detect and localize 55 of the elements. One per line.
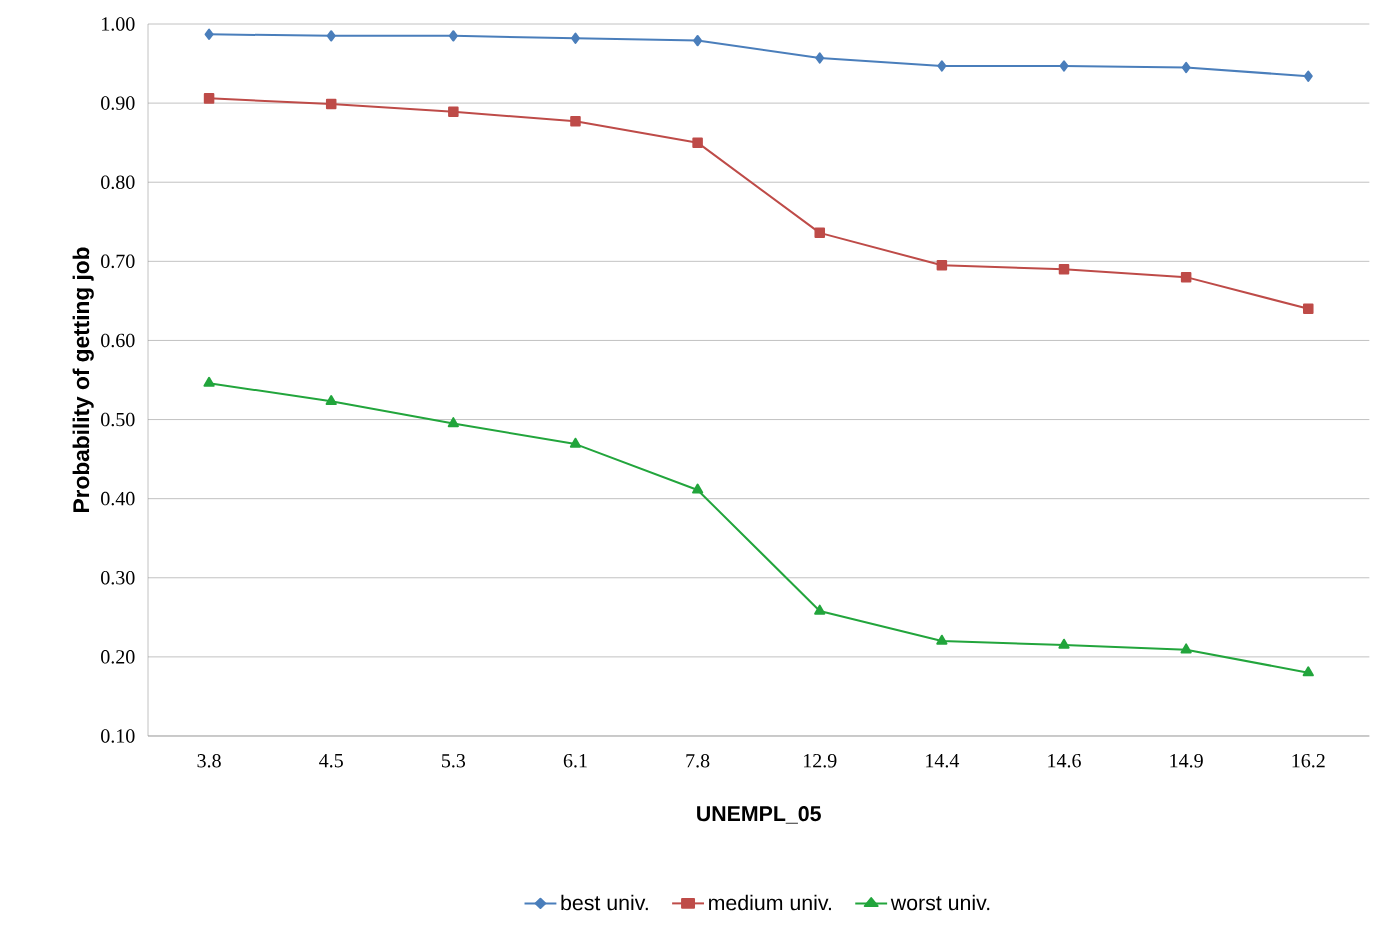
- y-tick-label: 0.70: [101, 254, 135, 269]
- point: [203, 93, 215, 104]
- point: [936, 260, 948, 271]
- point: [1059, 60, 1069, 72]
- point: [1058, 638, 1070, 649]
- point: [204, 28, 214, 40]
- y-tick-label: 0.20: [101, 650, 135, 664]
- x-tick-label: 16.2: [1292, 754, 1325, 768]
- point: [1058, 263, 1070, 275]
- x-tick-label: 14.6: [1048, 754, 1081, 768]
- point: [814, 227, 826, 239]
- point: [692, 137, 703, 148]
- point: [1181, 61, 1191, 74]
- x-tick-label: 4.5: [319, 754, 343, 768]
- legend-label: medium univ.: [709, 894, 831, 911]
- x-tick-label: 3.8: [197, 754, 221, 768]
- point: [570, 116, 581, 127]
- y-tick-label: 0.50: [101, 412, 135, 427]
- point: [1303, 303, 1314, 315]
- point: [448, 30, 458, 42]
- point: [937, 60, 947, 72]
- point: [325, 98, 337, 110]
- point: [569, 437, 582, 448]
- y-tick-label: 0.30: [101, 570, 135, 585]
- x-tick-label: 14.4: [926, 754, 960, 768]
- point: [815, 52, 825, 64]
- x-tick-label: 12.9: [804, 754, 837, 768]
- point: [203, 376, 215, 387]
- point: [936, 634, 948, 645]
- point: [1180, 271, 1192, 283]
- x-axis-title: UNEMPL_05: [697, 806, 821, 824]
- point: [325, 395, 337, 406]
- point: [693, 34, 703, 47]
- point: [814, 604, 826, 615]
- y-tick-label: 0.80: [101, 175, 135, 190]
- point: [1303, 70, 1313, 82]
- x-tick-label: 7.8: [686, 754, 710, 768]
- y-tick-label: 0.60: [101, 333, 135, 348]
- point: [447, 417, 459, 428]
- legend-label: worst univ.: [890, 894, 990, 911]
- point: [326, 30, 336, 42]
- y-tick-label: 0.40: [101, 491, 135, 506]
- point: [1302, 666, 1314, 677]
- y-axis-title: Probability of getting job: [72, 247, 94, 512]
- point: [691, 483, 704, 494]
- point: [1180, 643, 1192, 654]
- y-tick-label: 0.90: [101, 96, 135, 110]
- point: [448, 106, 459, 118]
- x-tick-label: 5.3: [442, 754, 466, 768]
- legend-label: best univ.: [561, 894, 648, 911]
- y-tick-label: 0.10: [101, 729, 135, 743]
- x-tick-label: 14.9: [1170, 754, 1203, 768]
- x-tick-label: 6.1: [563, 754, 587, 768]
- point: [570, 32, 580, 44]
- y-tick-label: 1.00: [102, 17, 135, 31]
